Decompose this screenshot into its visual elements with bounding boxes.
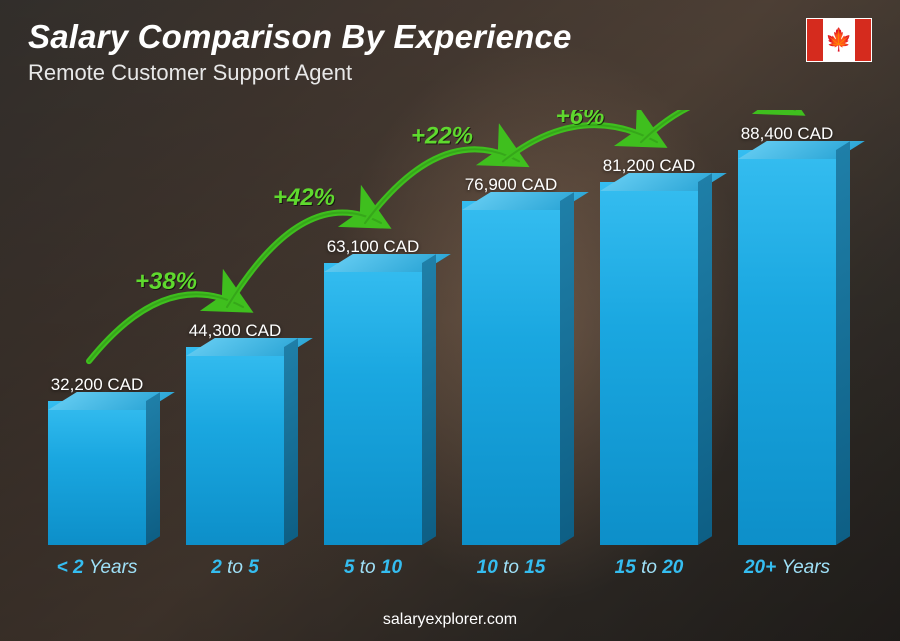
bar (738, 150, 836, 545)
bar-side-face (146, 392, 160, 545)
flag-right-bar (855, 19, 871, 61)
bar-front-face (324, 263, 422, 545)
x-axis-labels: < 2 Years2 to 55 to 1010 to 1515 to 2020… (28, 557, 856, 579)
bar-group: 88,400 CAD (718, 110, 856, 545)
x-axis-label: 2 to 5 (166, 557, 304, 579)
x-axis-label: 5 to 10 (304, 557, 442, 579)
x-axis-label: 10 to 15 (442, 557, 580, 579)
bar-side-face (422, 254, 436, 545)
bar (186, 347, 284, 545)
bar-group: 76,900 CAD (442, 110, 580, 545)
bar (462, 201, 560, 545)
bar-group: 81,200 CAD (580, 110, 718, 545)
bar-front-face (48, 401, 146, 545)
bar-front-face (738, 150, 836, 545)
page-title: Salary Comparison By Experience (28, 18, 872, 56)
bar-side-face (560, 192, 574, 545)
bar-front-face (600, 182, 698, 545)
x-axis-label: 15 to 20 (580, 557, 718, 579)
flag-center: 🍁 (823, 19, 855, 61)
maple-leaf-icon: 🍁 (825, 29, 852, 51)
bar-side-face (698, 173, 712, 545)
bar-side-face (836, 141, 850, 545)
bar-group: 44,300 CAD (166, 110, 304, 545)
header: Salary Comparison By Experience Remote C… (28, 18, 872, 86)
bar-group: 63,100 CAD (304, 110, 442, 545)
bar-front-face (186, 347, 284, 545)
x-axis-label: 20+ Years (718, 557, 856, 579)
page-subtitle: Remote Customer Support Agent (28, 60, 872, 86)
salary-chart: 32,200 CAD44,300 CAD63,100 CAD76,900 CAD… (28, 110, 856, 579)
x-axis-label: < 2 Years (28, 557, 166, 579)
bar-front-face (462, 201, 560, 545)
footer-attribution: salaryexplorer.com (0, 611, 900, 629)
bar (600, 182, 698, 545)
bar (48, 401, 146, 545)
bar (324, 263, 422, 545)
country-flag: 🍁 (806, 18, 872, 62)
bar-container: 32,200 CAD44,300 CAD63,100 CAD76,900 CAD… (28, 110, 856, 545)
bar-group: 32,200 CAD (28, 110, 166, 545)
flag-left-bar (807, 19, 823, 61)
bar-side-face (284, 338, 298, 545)
